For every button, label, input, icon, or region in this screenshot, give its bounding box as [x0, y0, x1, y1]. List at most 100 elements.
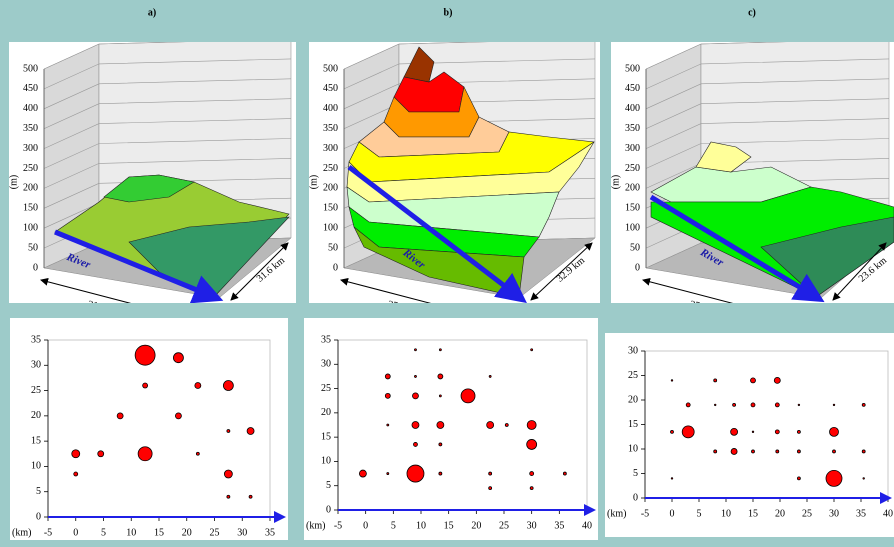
x-tick-label: 5: [101, 527, 106, 538]
bubble: [384, 392, 391, 399]
river-arrow: [54, 229, 224, 303]
bubble: [386, 472, 390, 475]
bubble: [226, 494, 231, 499]
grid-line: [645, 58, 890, 90]
y-axis-label: (m): [610, 175, 621, 189]
y-tick-label: 0: [36, 511, 41, 522]
x-tick-label: 30: [829, 508, 839, 519]
y-tick-label: 10: [628, 443, 638, 454]
bubble: [384, 373, 391, 380]
bubble: [750, 377, 756, 384]
y-tick-label: 50: [630, 242, 640, 253]
bubble: [436, 421, 445, 429]
y-tick-label: 5: [326, 480, 331, 491]
bubble: [142, 382, 149, 389]
bubble: [730, 427, 739, 436]
y-tick-label: 150: [625, 203, 640, 214]
bubble: [832, 403, 836, 407]
bubble: [713, 403, 717, 407]
bubble: [414, 375, 417, 378]
river-arrow: [649, 194, 825, 303]
bubble: [97, 450, 105, 458]
bubble: [713, 449, 718, 454]
grid-line: [645, 42, 788, 70]
y-tick-label: 300: [23, 143, 38, 154]
depth-arrow: [832, 242, 887, 301]
bubble: [529, 471, 535, 476]
bubble: [460, 388, 476, 404]
bubble: [438, 348, 442, 352]
grid-line: [645, 98, 890, 129]
bubble: [829, 426, 839, 437]
x-tick-label: 0: [670, 508, 675, 519]
x-tick-label: 10: [721, 508, 731, 519]
bubble: [832, 449, 836, 454]
y-tick-label: 0: [326, 504, 331, 515]
bubble: [248, 494, 253, 499]
x-tick-label: 30: [237, 527, 247, 538]
surface-patch: [353, 226, 525, 298]
y-tick-label: 10: [31, 461, 41, 472]
y-axis-label: (m): [308, 175, 319, 189]
y-axis-label: (m): [8, 175, 19, 189]
x-tick-label: 40: [883, 508, 893, 519]
bubble: [411, 421, 420, 429]
bubble: [134, 344, 156, 366]
x-tick-label: 35: [265, 527, 275, 538]
y-tick-label: 35: [321, 334, 331, 345]
grid-line: [43, 178, 292, 209]
grid-line: [43, 138, 292, 169]
x-tick-label: 40: [582, 520, 592, 531]
y-tick-label: 250: [23, 163, 38, 174]
bubble: [732, 403, 737, 407]
y-tick-label: 20: [31, 410, 41, 421]
x-tick-label: 5: [697, 508, 702, 519]
bubble: [194, 382, 202, 389]
bubble: [195, 451, 200, 456]
x-tick-label: 25: [802, 508, 812, 519]
y-tick-label: 400: [23, 103, 38, 114]
y-tick-label: 35: [31, 334, 41, 345]
panel-title: c): [748, 7, 756, 18]
y-tick-label: 300: [625, 143, 640, 154]
y-tick-label: 15: [321, 431, 331, 442]
bubble: [773, 377, 781, 384]
bubble: [412, 392, 419, 400]
x-tick-label: 20: [182, 527, 192, 538]
grid-line: [43, 78, 292, 110]
y-tick-label: 200: [23, 183, 38, 194]
bubble: [226, 429, 231, 433]
bubble: [796, 449, 801, 454]
x-tick-label: 25: [499, 520, 509, 531]
x-axis-label: (km): [306, 520, 325, 531]
y-tick-label: 250: [625, 163, 640, 174]
bubble: [713, 378, 718, 383]
y-tick-label: 250: [323, 163, 338, 174]
y-tick-label: 400: [625, 103, 640, 114]
grid-line: [645, 78, 890, 110]
y-tick-label: 30: [628, 345, 638, 356]
y-tick-label: 500: [625, 63, 640, 74]
surface-panel: 050100150200250300350400450500(m)River35…: [308, 42, 600, 303]
bubble: [526, 420, 537, 430]
y-tick-label: 200: [323, 183, 338, 194]
y-tick-label: 450: [323, 83, 338, 94]
x-axis-label: (km): [12, 527, 31, 538]
depth-arrow: [530, 242, 593, 301]
grid-line: [43, 58, 292, 90]
x-tick-label: 10: [416, 520, 426, 531]
y-tick-label: 350: [625, 123, 640, 134]
bubble: [530, 348, 534, 352]
bubble: [488, 471, 493, 476]
grid-line: [343, 58, 596, 90]
y-tick-label: 30: [31, 360, 41, 371]
bubble: [413, 442, 418, 447]
bubble: [797, 403, 801, 407]
x-tick-label: -5: [44, 527, 52, 538]
y-tick-label: 25: [31, 385, 41, 396]
bubble: [825, 469, 843, 487]
bubble: [437, 373, 444, 380]
